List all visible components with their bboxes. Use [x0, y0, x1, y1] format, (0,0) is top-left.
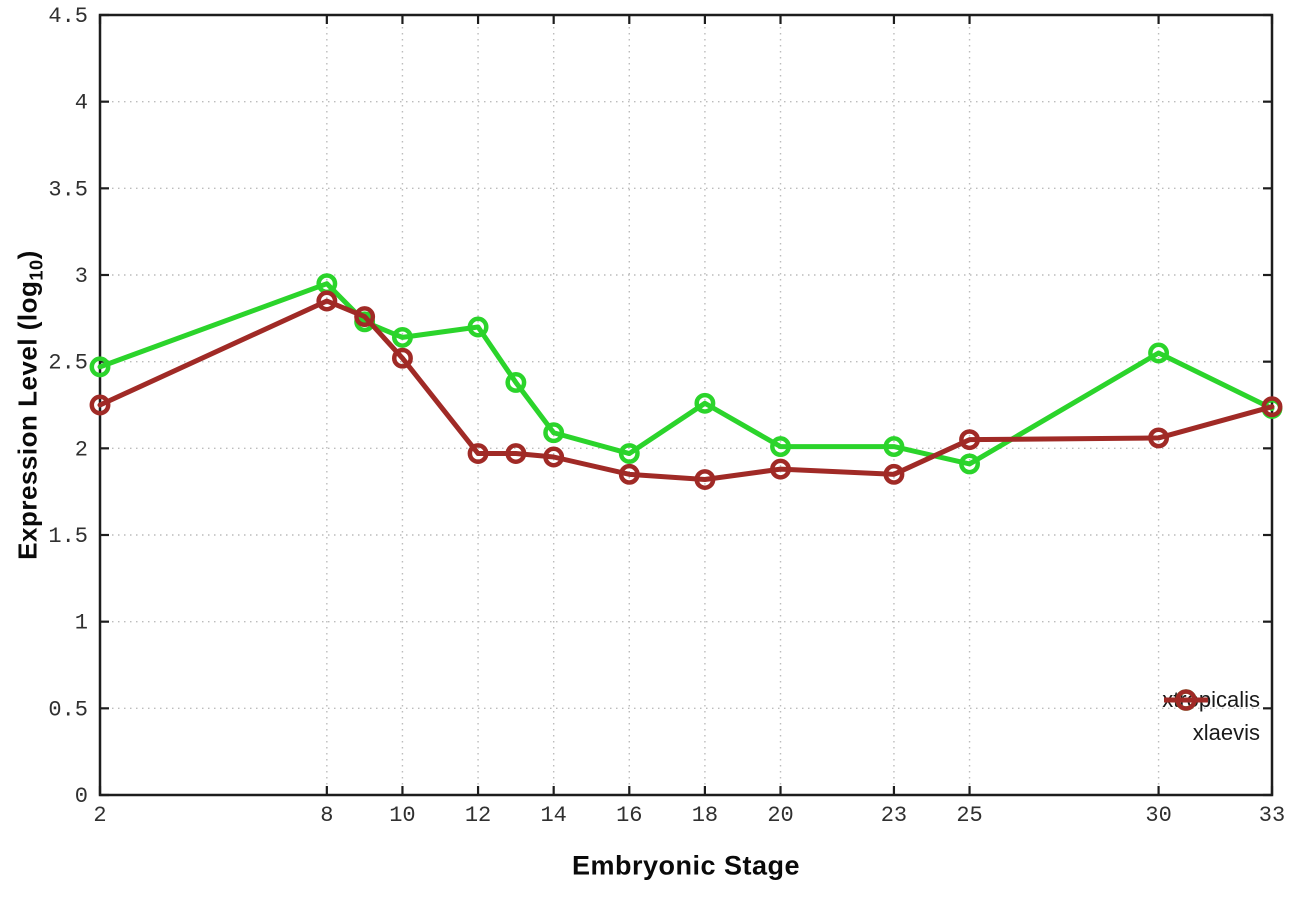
- y-tick-label: 1: [75, 611, 88, 636]
- data-point-xtropicalis: [543, 422, 565, 444]
- data-point-xtropicalis: [694, 392, 716, 414]
- y-tick-label: 4: [75, 91, 88, 116]
- legend: xtropicalis xlaevis: [1162, 687, 1260, 746]
- data-point-xtropicalis: [392, 326, 413, 348]
- x-axis-title: Embryonic Stage: [571, 850, 801, 881]
- y-axis-title-close-paren: ): [12, 250, 43, 260]
- data-point-xtropicalis: [89, 356, 111, 378]
- y-tick-label: 0: [75, 784, 88, 809]
- legend-label-xlaevis: xlaevis: [1192, 720, 1260, 745]
- data-point-xlaevis: [392, 347, 413, 369]
- x-tick-label: 18: [692, 803, 718, 828]
- x-tick-label: 30: [1145, 803, 1171, 828]
- data-point-xlaevis: [1148, 427, 1170, 449]
- y-tick-label: 0.5: [48, 697, 88, 722]
- data-point-xlaevis: [89, 394, 111, 416]
- data-point-xtropicalis: [505, 372, 527, 393]
- x-tick-label: 23: [881, 803, 907, 828]
- data-point-xlaevis: [1261, 396, 1283, 418]
- data-point-xlaevis: [505, 443, 527, 464]
- y-axis-title: Expression Level (log10): [12, 250, 47, 560]
- y-tick-label: 4.5: [48, 4, 88, 29]
- x-tick-label: 10: [389, 803, 415, 828]
- data-point-xtropicalis: [959, 453, 980, 475]
- x-tick-label: 16: [616, 803, 642, 828]
- x-tick-label: 2: [93, 803, 106, 828]
- y-tick-label: 3: [75, 264, 88, 289]
- data-point-xlaevis: [618, 463, 640, 485]
- x-tick-label: 33: [1259, 803, 1285, 828]
- data-point-xtropicalis: [1148, 342, 1170, 364]
- data-point-xlaevis: [770, 458, 791, 480]
- y-tick-label: 1.5: [48, 524, 88, 549]
- y-tick-label: 2.5: [48, 351, 88, 376]
- data-point-xlaevis: [959, 429, 980, 451]
- data-point-xlaevis: [316, 290, 338, 312]
- data-point-xlaevis: [883, 463, 905, 485]
- data-point-xlaevis: [467, 443, 489, 464]
- x-tick-label: 8: [320, 803, 333, 828]
- data-point-xtropicalis: [618, 443, 640, 464]
- x-tick-label: 20: [767, 803, 793, 828]
- x-tick-label: 25: [956, 803, 982, 828]
- legend-marker-xlaevis-icon: [1164, 689, 1209, 711]
- data-point-xlaevis: [694, 469, 716, 490]
- y-axis-title-text: Expression Level (log: [12, 280, 43, 560]
- data-point-xlaevis: [543, 446, 565, 468]
- data-point-xtropicalis: [770, 436, 791, 458]
- y-tick-label: 2: [75, 437, 88, 462]
- y-tick-label: 3.5: [48, 177, 88, 202]
- y-axis-title-subscript: 10: [26, 259, 47, 281]
- x-tick-label: 12: [465, 803, 491, 828]
- data-point-xtropicalis: [467, 316, 489, 338]
- data-point-xtropicalis: [883, 436, 905, 458]
- legend-item-xlaevis: xlaevis: [1164, 689, 1260, 746]
- data-point-xlaevis: [354, 306, 376, 328]
- plot-border: [98, 13, 1274, 797]
- x-tick-label: 14: [540, 803, 566, 828]
